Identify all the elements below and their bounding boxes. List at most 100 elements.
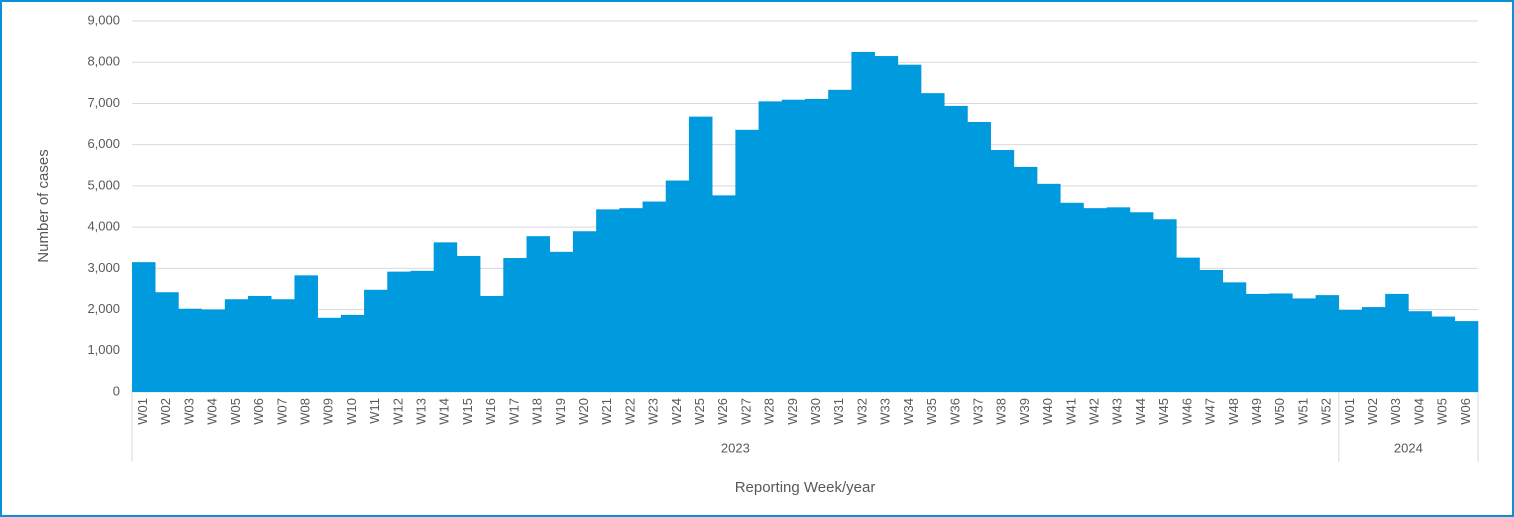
x-tick-label: W48 (1226, 398, 1241, 425)
bar (688, 116, 713, 392)
bar (1361, 307, 1386, 392)
y-tick-label: 5,000 (87, 177, 120, 192)
bar (596, 209, 620, 392)
bar (201, 309, 226, 392)
bar (735, 129, 759, 392)
x-tick-label: W18 (530, 398, 545, 425)
bar (642, 201, 667, 392)
bar (1037, 183, 1061, 392)
x-tick-label: W06 (1458, 398, 1473, 425)
x-tick-label: W21 (599, 398, 614, 425)
x-tick-label: W35 (924, 398, 939, 425)
x-tick-label: W02 (158, 398, 173, 425)
x-tick-label: W01 (135, 398, 150, 425)
bar (364, 289, 388, 392)
x-tick-label: W28 (762, 398, 777, 425)
x-tick-label: W52 (1319, 398, 1334, 425)
bar (340, 314, 365, 392)
x-tick-label: W08 (297, 398, 312, 425)
bar (1292, 298, 1316, 392)
y-tick-label: 6,000 (87, 136, 120, 151)
y-tick-label: 7,000 (87, 95, 120, 110)
bar (1454, 321, 1479, 392)
x-tick-label: W49 (1249, 398, 1264, 425)
bar (712, 195, 736, 392)
x-tick-label: W32 (854, 398, 869, 425)
bar (874, 56, 899, 393)
x-tick-label: W04 (205, 398, 220, 425)
y-tick-label: 1,000 (87, 342, 120, 357)
x-tick-label: W30 (808, 398, 823, 425)
y-axis-label: Number of cases (35, 149, 52, 262)
y-tick-label: 4,000 (87, 219, 120, 234)
bar (1222, 282, 1247, 392)
x-tick-label: W15 (460, 398, 475, 425)
x-tick-label: W39 (1017, 398, 1032, 425)
x-tick-label: W33 (878, 398, 893, 425)
bar (897, 64, 922, 392)
bar (828, 89, 852, 392)
bar (1269, 293, 1293, 392)
x-tick-label: W27 (738, 398, 753, 425)
x-tick-label: W12 (390, 398, 405, 425)
bar (851, 51, 875, 393)
x-tick-label: W06 (251, 398, 266, 425)
bar (271, 299, 295, 392)
bar (1245, 293, 1270, 392)
bar (990, 150, 1015, 392)
bar (1106, 207, 1131, 392)
x-tick-label: W22 (622, 398, 637, 425)
x-tick-label: W02 (1365, 398, 1380, 425)
x-tick-label: W05 (1435, 398, 1450, 425)
x-tick-label: W23 (646, 398, 661, 425)
bar (1083, 208, 1107, 392)
bar (178, 308, 202, 392)
x-tick-label: W09 (321, 398, 336, 425)
bar (572, 231, 597, 392)
bar (1013, 166, 1038, 392)
bar (1129, 212, 1154, 392)
x-tick-label: W25 (692, 398, 707, 425)
group-label: 2024 (1394, 440, 1423, 455)
x-tick-label: W37 (970, 398, 985, 425)
x-tick-label: W04 (1411, 398, 1426, 425)
y-tick-label: 2,000 (87, 301, 120, 316)
bar (1385, 293, 1409, 392)
bar (456, 255, 481, 392)
x-tick-label: W14 (437, 398, 452, 425)
x-tick-label: W26 (715, 398, 730, 425)
x-tick-label: W17 (506, 398, 521, 425)
bar (1431, 316, 1456, 392)
x-tick-label: W41 (1063, 398, 1078, 425)
bar (1153, 219, 1177, 392)
bar (549, 251, 574, 392)
x-tick-label: W19 (553, 398, 568, 425)
x-tick-label: W51 (1295, 398, 1310, 425)
bar (1315, 295, 1340, 392)
y-tick-label: 3,000 (87, 260, 120, 275)
bar (758, 101, 783, 392)
x-tick-label: W43 (1110, 398, 1125, 425)
y-tick-label: 9,000 (87, 12, 120, 27)
bar (317, 317, 342, 392)
bar (387, 271, 411, 392)
x-tick-label: W34 (901, 398, 916, 425)
x-tick-label: W46 (1179, 398, 1194, 425)
bar (805, 98, 829, 392)
bar (1060, 202, 1084, 392)
x-tick-label: W40 (1040, 398, 1055, 425)
x-tick-label: W03 (181, 398, 196, 425)
x-tick-label: W38 (994, 398, 1009, 425)
x-tick-label: W47 (1203, 398, 1218, 425)
bar (1199, 269, 1224, 392)
bar (1176, 257, 1200, 392)
bar (781, 99, 806, 393)
x-tick-label: W44 (1133, 398, 1148, 425)
x-tick-label: W11 (367, 398, 382, 424)
x-tick-label: W03 (1388, 398, 1403, 425)
bar (1408, 311, 1432, 392)
bar (1338, 309, 1363, 392)
x-tick-label: W31 (831, 398, 846, 425)
bar (921, 93, 945, 392)
